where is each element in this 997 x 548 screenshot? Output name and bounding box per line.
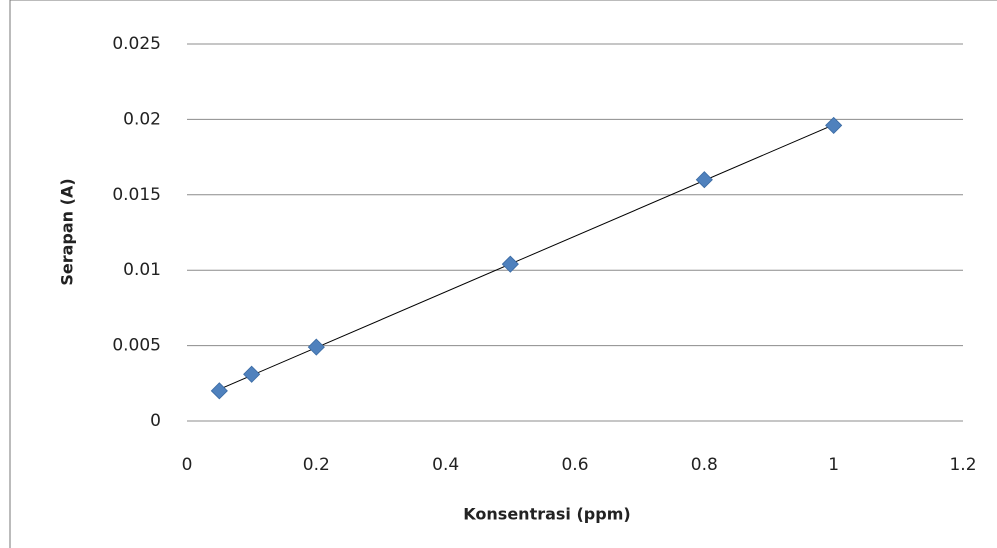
x-tick-label: 0.4 <box>432 455 459 475</box>
y-tick-label: 0.015 <box>112 185 161 205</box>
x-tick-label: 0.2 <box>303 455 330 475</box>
x-tick-label: 0.6 <box>561 455 588 475</box>
x-tick-label: 1 <box>828 455 839 475</box>
x-tick-label: 1.2 <box>949 455 976 475</box>
y-tick-label: 0.005 <box>112 336 161 356</box>
y-tick-label: 0.02 <box>123 109 161 129</box>
x-tick-label: 0.8 <box>691 455 718 475</box>
x-tick-label: 0 <box>182 455 193 475</box>
y-tick-label: 0 <box>150 411 161 431</box>
chart: Konsentrasi (ppm) Serapan (A) 0 0.005 0.01… <box>0 0 997 548</box>
y-tick-label: 0.025 <box>112 34 161 54</box>
x-axis-title: Konsentrasi (ppm) <box>463 505 630 524</box>
y-tick-label: 0.01 <box>123 260 161 280</box>
y-axis-title: Serapan (A) <box>58 178 77 285</box>
